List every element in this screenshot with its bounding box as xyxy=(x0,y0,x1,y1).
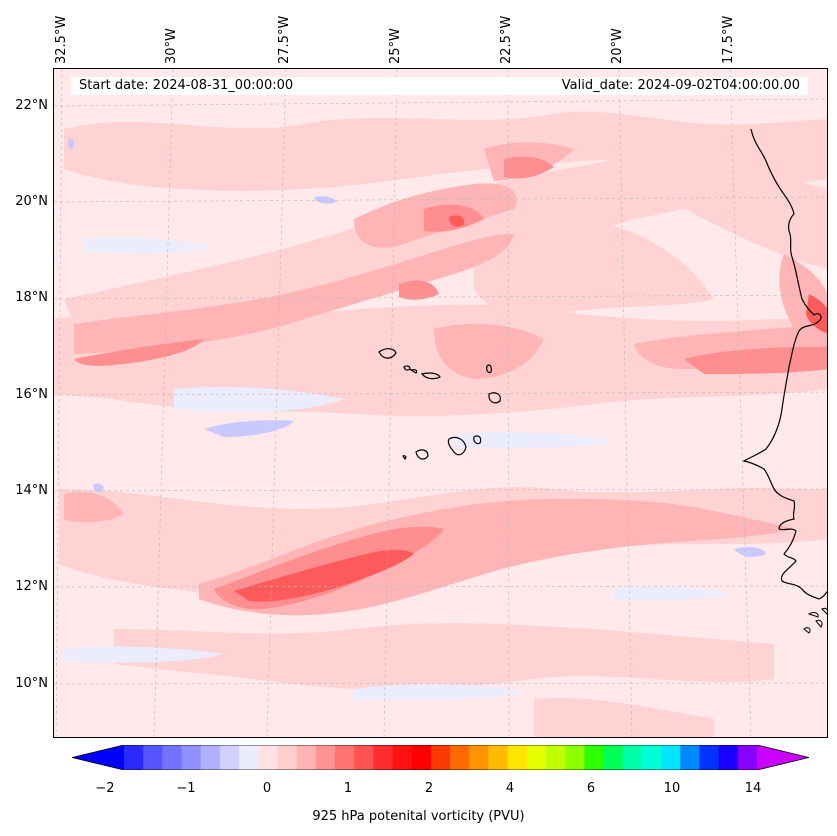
cb-tick-label: −1 xyxy=(176,781,196,796)
pv-negative-patches xyxy=(68,138,766,557)
colorbar-segment xyxy=(584,745,605,770)
cape-verde-islands xyxy=(378,348,501,460)
date-header: Start date: 2024-08-31_00:00:00 Valid_da… xyxy=(71,77,808,95)
lat-label-12n: 12°N xyxy=(15,579,48,594)
colorbar-segment xyxy=(718,745,739,770)
colorbar-segment xyxy=(258,745,279,770)
colorbar-segment xyxy=(219,745,240,770)
colorbar-segment xyxy=(661,745,681,770)
colorbar-segment xyxy=(354,745,374,770)
colorbar-segment xyxy=(469,745,490,770)
lon-label-32-5w: 32.5°W xyxy=(54,15,69,64)
cb-tick-label: 1 xyxy=(343,781,353,796)
cb-tick-label: −2 xyxy=(95,781,115,796)
cb-tick-label: 4 xyxy=(505,781,515,796)
colorbar-segment xyxy=(622,745,643,770)
cb-tick-label: 14 xyxy=(744,781,762,796)
lon-label-17-5w: 17.5°W xyxy=(721,15,736,64)
cb-tick-label: 6 xyxy=(586,781,596,796)
colorbar-segment xyxy=(335,745,355,770)
colorbar-segment xyxy=(488,745,509,770)
bijagos-islands xyxy=(803,607,827,634)
colorbar-segment xyxy=(373,745,394,770)
valid-date-text: Valid_date: 2024-09-02T04:00:00.00 xyxy=(561,78,800,93)
start-date-text: Start date: 2024-08-31_00:00:00 xyxy=(79,78,294,93)
cb-tick-label: 2 xyxy=(424,781,434,796)
lon-label-22-5w: 22.5°W xyxy=(499,15,514,64)
colorbar-segment xyxy=(200,745,221,770)
colorbar-segment xyxy=(277,745,298,770)
lon-label-30w: 30°W xyxy=(164,28,179,64)
lat-label-18n: 18°N xyxy=(15,290,48,305)
lat-label-14n: 14°N xyxy=(15,483,48,498)
lat-label-20n: 20°N xyxy=(15,194,48,209)
colorbar-segment xyxy=(143,745,163,770)
colorbar-segment xyxy=(737,745,758,770)
lon-label-27-5w: 27.5°W xyxy=(277,15,292,64)
lat-label-22n: 22°N xyxy=(15,98,48,113)
pv-near-zero-patches xyxy=(64,236,734,701)
colorbar-segment xyxy=(565,745,585,770)
cb-tick-label: 10 xyxy=(663,781,681,796)
colorbar-segment xyxy=(239,745,259,770)
colorbar-segment xyxy=(392,745,413,770)
lat-label-10n: 10°N xyxy=(15,676,48,691)
colorbar xyxy=(72,745,809,770)
colorbar-segment xyxy=(124,745,144,770)
african-coastline xyxy=(742,128,827,600)
map-panel[interactable] xyxy=(53,68,828,738)
colorbar-segment xyxy=(699,745,720,770)
lon-label-25w: 25°W xyxy=(388,28,403,64)
lat-label-16n: 16°N xyxy=(15,387,48,402)
colorbar-segment xyxy=(603,745,624,770)
colorbar-segment xyxy=(526,745,547,770)
pv-contour-map xyxy=(54,69,827,737)
pv-band-medium xyxy=(64,142,827,616)
colorbar-segment xyxy=(450,745,470,770)
graticule xyxy=(54,69,827,737)
colorbar-segment xyxy=(181,745,202,770)
colorbar-label: 925 hPa potenital vorticity (PVU) xyxy=(312,809,525,824)
colorbar-segment xyxy=(162,745,183,770)
lon-label-20w: 20°W xyxy=(610,28,625,64)
cb-tick-label: 0 xyxy=(262,781,272,796)
colorbar-segment xyxy=(641,745,662,770)
colorbar-segment xyxy=(315,745,336,770)
colorbar-segment xyxy=(430,745,451,770)
colorbar-segment xyxy=(411,745,432,770)
colorbar-segment xyxy=(296,745,317,770)
colorbar-segment xyxy=(546,745,566,770)
colorbar-extend-max xyxy=(757,745,809,770)
colorbar-segment xyxy=(507,745,528,770)
colorbar-extend-min xyxy=(72,745,124,770)
colorbar-segment xyxy=(680,745,701,770)
